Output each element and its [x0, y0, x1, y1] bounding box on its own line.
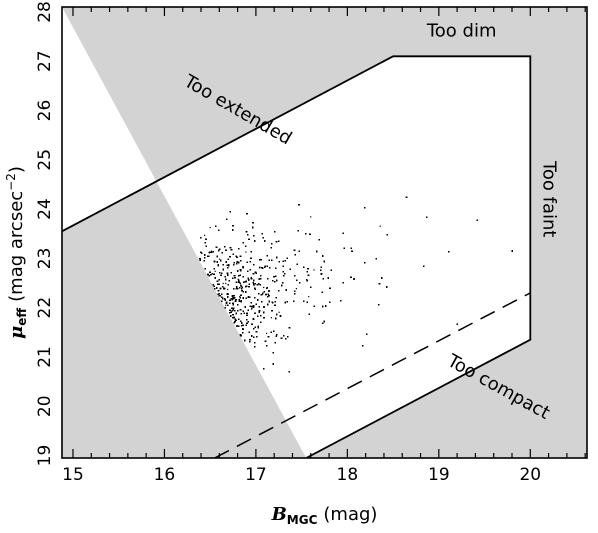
- data-point: [227, 288, 229, 291]
- data-point: [278, 311, 280, 313]
- data-points: [199, 196, 513, 373]
- data-point: [222, 282, 224, 285]
- data-point: [266, 332, 268, 334]
- data-point: [218, 258, 221, 260]
- data-point: [204, 234, 206, 236]
- data-point: [253, 284, 255, 287]
- data-point: [263, 286, 265, 289]
- data-point: [245, 251, 247, 253]
- data-point: [225, 282, 227, 285]
- data-point: [313, 269, 315, 271]
- data-point: [225, 304, 227, 306]
- data-point: [237, 278, 239, 280]
- data-point: [295, 288, 297, 290]
- data-point: [310, 216, 312, 218]
- data-point: [214, 270, 216, 272]
- data-point: [239, 295, 241, 298]
- plot-background: [62, 7, 587, 458]
- data-point: [308, 296, 310, 298]
- data-point: [226, 301, 228, 303]
- data-point: [270, 317, 272, 319]
- data-point: [210, 250, 212, 252]
- data-point: [209, 226, 211, 229]
- data-point: [232, 296, 234, 298]
- data-point: [235, 288, 237, 290]
- selection-region: [62, 7, 531, 458]
- data-point: [379, 225, 381, 227]
